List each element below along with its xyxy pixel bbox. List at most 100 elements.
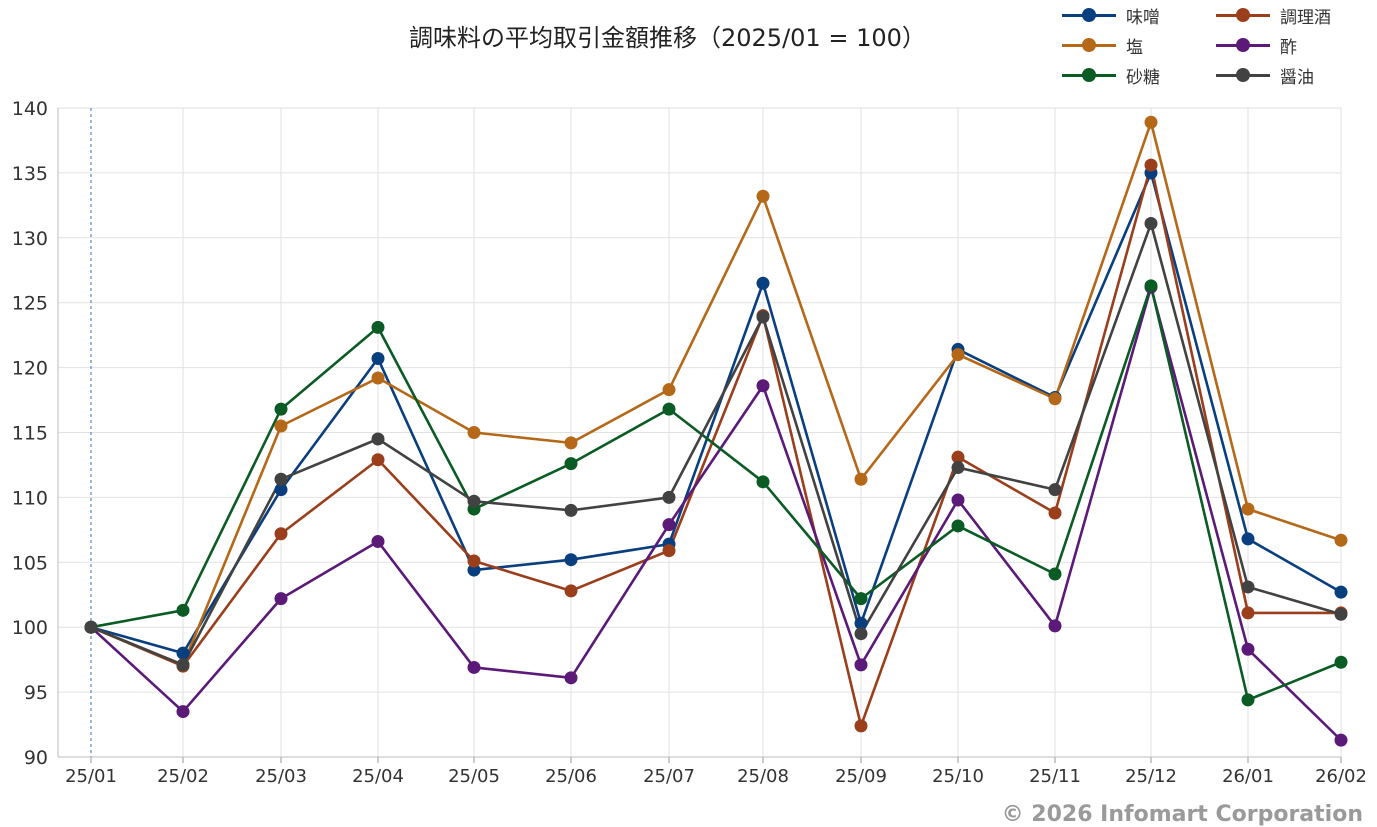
legend-item-series-4[interactable]: 砂糖 <box>1062 64 1160 88</box>
data-point-5-4 <box>467 494 481 508</box>
chart-title: 調味料の平均取引金額推移（2025/01 = 100） <box>409 24 926 52</box>
data-point-3-9 <box>951 493 965 507</box>
legend-label-4: 砂糖 <box>1126 67 1160 88</box>
legend-swatch-5 <box>1216 64 1270 86</box>
data-point-3-8 <box>854 658 868 672</box>
legend: 味噌 調理酒 塩 酢 砂糖 醤油 <box>1062 4 1362 96</box>
data-point-2-3 <box>371 371 385 385</box>
data-point-1-11 <box>1144 158 1158 172</box>
legend-swatch-2 <box>1062 34 1116 56</box>
data-point-1-6 <box>662 544 676 558</box>
x-tick-label: 25/09 <box>835 766 887 787</box>
data-point-2-13 <box>1334 533 1348 547</box>
data-point-1-2 <box>274 527 288 541</box>
x-tick-label: 25/11 <box>1029 766 1081 787</box>
legend-item-series-2[interactable]: 塩 <box>1062 34 1143 58</box>
data-point-3-13 <box>1334 733 1348 747</box>
legend-swatch-0 <box>1062 4 1116 26</box>
series-line-3 <box>90 285 1342 742</box>
legend-item-series-3[interactable]: 酢 <box>1216 34 1297 58</box>
legend-item-series-5[interactable]: 醤油 <box>1216 64 1314 88</box>
series-line-4 <box>90 284 1342 702</box>
data-point-5-10 <box>1048 483 1062 497</box>
data-point-5-6 <box>662 490 676 504</box>
axes: 90 95 100 105 110 115 120 125 130 135 140 25/01 25/0… <box>12 98 1367 787</box>
data-point-0-1 <box>176 646 190 660</box>
legend-label-3: 酢 <box>1280 37 1297 58</box>
y-tick-label: 120 <box>12 358 48 380</box>
y-tick-label: 140 <box>12 98 48 120</box>
y-tick-label: 125 <box>12 293 48 315</box>
data-point-3-4 <box>467 660 481 674</box>
data-point-5-0 <box>84 620 98 634</box>
data-point-2-5 <box>564 436 578 450</box>
data-point-5-11 <box>1144 217 1158 231</box>
data-point-2-6 <box>662 383 676 397</box>
data-point-0-4 <box>467 563 481 577</box>
data-point-2-9 <box>951 348 965 362</box>
y-tick-label: 130 <box>12 228 48 250</box>
x-tick-label: 25/01 <box>65 766 117 787</box>
x-tick-label: 25/02 <box>157 766 209 787</box>
data-point-4-13 <box>1334 655 1348 669</box>
data-point-0-8 <box>854 616 868 630</box>
legend-item-series-1[interactable]: 調理酒 <box>1216 4 1331 28</box>
data-point-1-3 <box>371 453 385 467</box>
series-points <box>84 115 1348 747</box>
data-point-4-1 <box>176 603 190 617</box>
legend-label-2: 塩 <box>1126 37 1143 58</box>
legend-swatch-1 <box>1216 4 1270 26</box>
data-point-0-7 <box>756 276 770 290</box>
series-line-5 <box>90 222 1342 667</box>
data-point-4-12 <box>1241 693 1255 707</box>
data-point-2-8 <box>854 472 868 486</box>
data-point-4-3 <box>371 320 385 334</box>
data-point-3-2 <box>274 592 288 606</box>
data-point-3-10 <box>1048 619 1062 633</box>
x-tick-label: 25/10 <box>932 766 984 787</box>
data-point-4-9 <box>951 519 965 533</box>
data-point-3-7 <box>756 379 770 393</box>
legend-item-series-0[interactable]: 味噌 <box>1062 4 1160 28</box>
series-line-0 <box>90 171 1342 655</box>
data-point-4-10 <box>1048 567 1062 581</box>
data-point-5-13 <box>1334 607 1348 621</box>
data-point-4-11 <box>1144 279 1158 293</box>
data-point-4-8 <box>854 592 868 606</box>
data-point-5-12 <box>1241 580 1255 594</box>
data-point-5-1 <box>176 658 190 672</box>
legend-label-1: 調理酒 <box>1280 7 1331 28</box>
x-tick-label: 25/12 <box>1125 766 1177 787</box>
y-tick-label: 90 <box>24 747 48 769</box>
data-point-2-7 <box>756 189 770 203</box>
data-point-5-3 <box>371 432 385 446</box>
data-point-3-3 <box>371 535 385 549</box>
data-point-1-12 <box>1241 606 1255 620</box>
y-tick-label: 95 <box>24 682 48 704</box>
y-tick-label: 110 <box>12 487 48 509</box>
x-tick-label: 25/04 <box>352 766 404 787</box>
data-point-1-9 <box>951 450 965 464</box>
data-point-3-12 <box>1241 642 1255 656</box>
legend-swatch-3 <box>1216 34 1270 56</box>
data-point-1-4 <box>467 554 481 568</box>
x-tick-label: 25/05 <box>448 766 500 787</box>
data-point-2-10 <box>1048 392 1062 406</box>
x-tick-label: 25/03 <box>255 766 307 787</box>
data-point-2-11 <box>1144 115 1158 129</box>
data-point-3-1 <box>176 705 190 719</box>
data-point-2-2 <box>274 419 288 433</box>
data-point-0-2 <box>274 483 288 497</box>
data-point-1-5 <box>564 584 578 598</box>
data-point-4-6 <box>662 402 676 416</box>
copyright-notice: © 2026 Infomart Corporation <box>1001 802 1363 827</box>
series-line-2 <box>90 120 1342 667</box>
x-tick-label: 26/02 <box>1315 766 1367 787</box>
x-tick-label: 25/07 <box>643 766 695 787</box>
data-point-4-7 <box>756 475 770 489</box>
data-point-1-8 <box>854 719 868 733</box>
data-point-5-8 <box>854 627 868 641</box>
series-line-1 <box>90 163 1341 728</box>
data-point-3-6 <box>662 518 676 532</box>
